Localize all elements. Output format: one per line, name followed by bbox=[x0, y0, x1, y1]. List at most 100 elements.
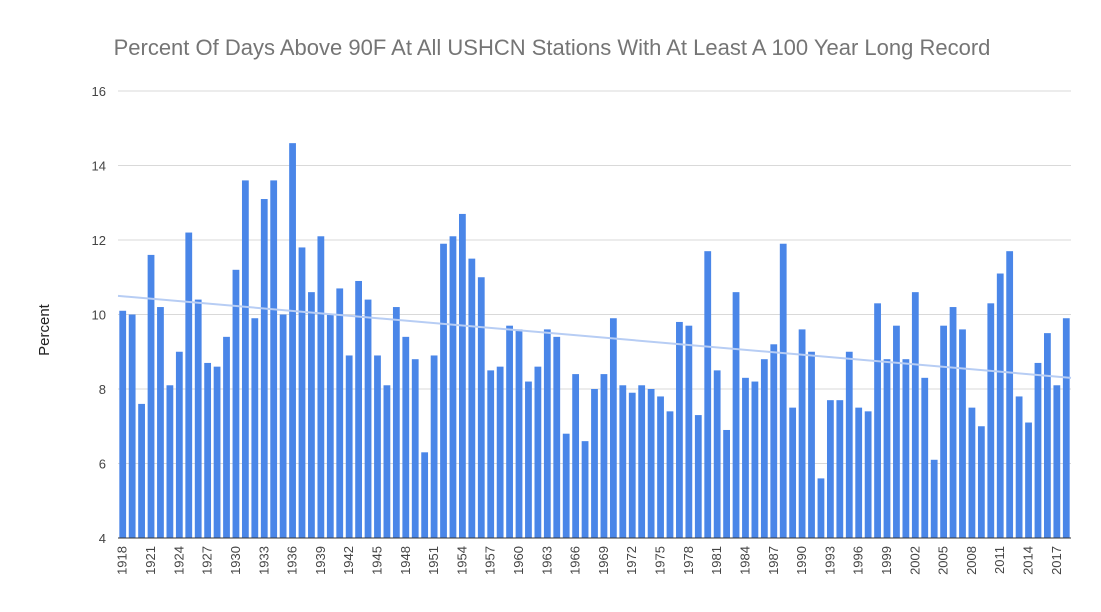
bar-1928 bbox=[213, 366, 221, 538]
x-tick-1975: 1975 bbox=[653, 546, 668, 575]
bar-1954 bbox=[459, 213, 466, 538]
bar-1984 bbox=[742, 377, 749, 538]
bar-1938 bbox=[308, 292, 315, 538]
bar-1996 bbox=[855, 407, 863, 539]
x-tick-1939: 1939 bbox=[313, 546, 328, 575]
bar-1935 bbox=[279, 314, 287, 538]
bar-2000 bbox=[893, 325, 900, 538]
y-tick-10: 10 bbox=[92, 308, 106, 323]
x-tick-1993: 1993 bbox=[822, 546, 837, 575]
bar-1946 bbox=[383, 385, 391, 538]
bar-1975 bbox=[657, 396, 664, 538]
chart-title: Percent Of Days Above 90F At All USHCN S… bbox=[114, 35, 991, 60]
x-tick-2005: 2005 bbox=[936, 546, 951, 575]
bar-1994 bbox=[836, 400, 844, 538]
bar-1993 bbox=[826, 400, 834, 538]
x-tick-1948: 1948 bbox=[398, 546, 413, 575]
bar-1957 bbox=[487, 370, 495, 539]
x-tick-labels: 1918 1921 1924 1927 1930 1933 1936 1939 1942 1945… bbox=[115, 546, 1064, 575]
bar-1988 bbox=[779, 243, 787, 539]
bar-1982 bbox=[723, 429, 730, 538]
bar-2009 bbox=[977, 426, 985, 538]
bar-2012 bbox=[1006, 251, 1014, 538]
bar-1974 bbox=[647, 389, 655, 538]
bar-1976 bbox=[666, 411, 674, 538]
x-tick-1936: 1936 bbox=[285, 546, 300, 575]
x-tick-1918: 1918 bbox=[115, 546, 130, 575]
x-tick-1966: 1966 bbox=[568, 546, 583, 575]
x-tick-1924: 1924 bbox=[171, 546, 186, 575]
bar-1971 bbox=[619, 385, 627, 538]
x-tick-2011: 2011 bbox=[992, 546, 1007, 574]
bar-1985 bbox=[751, 381, 759, 538]
bar-1939 bbox=[317, 236, 325, 538]
x-tick-1942: 1942 bbox=[341, 546, 356, 575]
bar-1942 bbox=[345, 355, 353, 538]
bar-2011 bbox=[996, 273, 1004, 538]
bar-1962 bbox=[534, 366, 542, 538]
bar-2010 bbox=[987, 303, 995, 538]
y-tick-labels: 4 6 8 10 12 14 16 bbox=[92, 84, 106, 546]
bar-2005 bbox=[940, 325, 948, 538]
x-tick-2002: 2002 bbox=[907, 546, 922, 575]
bar-1961 bbox=[525, 381, 532, 538]
bar-1958 bbox=[496, 366, 504, 538]
x-tick-1930: 1930 bbox=[228, 546, 243, 575]
bar-2014 bbox=[1025, 422, 1032, 538]
x-tick-1984: 1984 bbox=[737, 546, 752, 575]
x-tick-1963: 1963 bbox=[539, 546, 554, 575]
bar-1920 bbox=[138, 403, 145, 538]
y-tick-14: 14 bbox=[92, 159, 106, 174]
bar-1934 bbox=[270, 180, 278, 538]
bar-1949 bbox=[411, 359, 419, 538]
bar-1967 bbox=[581, 441, 589, 538]
bar-1948 bbox=[402, 336, 410, 538]
bar-1950 bbox=[421, 452, 429, 538]
trendline bbox=[117, 294, 1072, 379]
bar-1968 bbox=[591, 389, 598, 538]
x-tick-1999: 1999 bbox=[879, 546, 894, 575]
bar-1997 bbox=[864, 411, 872, 538]
bar-1937 bbox=[298, 247, 306, 538]
bar-1955 bbox=[468, 258, 476, 539]
x-tick-1921: 1921 bbox=[143, 546, 158, 575]
bar-1951 bbox=[430, 355, 438, 538]
bar-1990 bbox=[798, 329, 806, 538]
bar-1977 bbox=[676, 321, 683, 538]
bar-1981 bbox=[713, 370, 721, 539]
x-tick-1987: 1987 bbox=[766, 546, 781, 575]
bar-1986 bbox=[760, 359, 768, 538]
x-tick-2008: 2008 bbox=[964, 546, 979, 575]
x-tick-1960: 1960 bbox=[511, 546, 526, 575]
bar-1987 bbox=[770, 344, 778, 538]
y-axis-label: Percent bbox=[36, 303, 53, 356]
x-tick-2017: 2017 bbox=[1049, 546, 1064, 575]
y-tick-8: 8 bbox=[99, 382, 106, 397]
bar-2008 bbox=[968, 407, 976, 539]
bar-1925 bbox=[185, 232, 193, 539]
bars bbox=[119, 143, 1070, 539]
bar-1972 bbox=[628, 392, 636, 538]
bar-1953 bbox=[449, 236, 457, 538]
x-tick-1927: 1927 bbox=[200, 546, 215, 575]
y-tick-6: 6 bbox=[99, 457, 106, 472]
bar-1921 bbox=[147, 254, 155, 538]
bar-1943 bbox=[355, 280, 362, 538]
bar-2003 bbox=[921, 377, 929, 538]
bar-1998 bbox=[874, 303, 881, 538]
x-tick-1969: 1969 bbox=[596, 546, 611, 575]
bar-2018 bbox=[1062, 318, 1070, 538]
bar-1927 bbox=[204, 362, 212, 538]
bar-1966 bbox=[572, 374, 580, 538]
x-tick-1978: 1978 bbox=[681, 546, 696, 575]
bar-1941 bbox=[336, 288, 344, 538]
bar-2007 bbox=[959, 329, 966, 538]
x-tick-1996: 1996 bbox=[851, 546, 866, 575]
bar-1918 bbox=[119, 310, 127, 538]
bar-1983 bbox=[732, 292, 740, 538]
bar-1923 bbox=[166, 385, 174, 538]
bar-2013 bbox=[1015, 396, 1023, 538]
bar-1999 bbox=[883, 359, 891, 538]
bar-1945 bbox=[374, 355, 381, 538]
